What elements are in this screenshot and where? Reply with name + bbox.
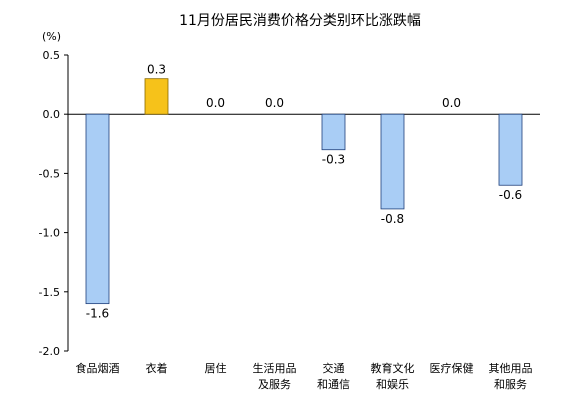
x-tick-label: 和服务 bbox=[494, 378, 527, 391]
data-label: 0.0 bbox=[442, 96, 461, 110]
data-label: 0.0 bbox=[265, 96, 284, 110]
bar bbox=[321, 113, 346, 151]
data-label: -0.3 bbox=[322, 153, 345, 167]
x-tick-label: 其他用品 bbox=[489, 362, 533, 375]
chart-title: 11月份居民消费价格分类别环比涨跌幅 bbox=[179, 13, 421, 29]
y-tick-label: 0.0 bbox=[43, 108, 61, 121]
x-tick-label: 和娱乐 bbox=[376, 377, 409, 391]
bar bbox=[85, 113, 110, 305]
data-label: 0.3 bbox=[147, 63, 166, 77]
bar bbox=[144, 78, 169, 115]
data-label: 0.0 bbox=[206, 96, 225, 110]
data-label: -1.6 bbox=[86, 307, 109, 321]
x-tick-label: 医疗保健 bbox=[430, 361, 474, 375]
y-tick-label: -1.5 bbox=[39, 286, 60, 299]
x-tick-label: 衣着 bbox=[146, 361, 168, 375]
x-tick-label: 生活用品 bbox=[253, 361, 297, 375]
x-tick-label: 及服务 bbox=[258, 378, 291, 391]
bar bbox=[380, 113, 405, 210]
y-tick-label: -2.0 bbox=[39, 345, 60, 358]
x-tick-label: 教育文化 bbox=[371, 361, 415, 375]
bar bbox=[498, 113, 523, 186]
y-axis-unit-label: (%) bbox=[42, 30, 61, 43]
x-tick-label: 居住 bbox=[205, 361, 227, 375]
plot-area: 0.5 0.0 -0.5 -1.0 -1.5 -2.0 -1.6 食品烟酒 0.3 衣着 0.0 居住… bbox=[39, 49, 540, 391]
y-tick-label: -1.0 bbox=[39, 227, 60, 240]
x-tick-label: 食品烟酒 bbox=[76, 361, 120, 375]
y-tick-label: 0.5 bbox=[43, 49, 61, 62]
data-label: -0.8 bbox=[381, 212, 404, 226]
x-tick-label: 和通信 bbox=[317, 378, 350, 391]
x-tick-label: 交通 bbox=[323, 361, 345, 375]
y-tick-label: -0.5 bbox=[39, 167, 60, 180]
data-label: -0.6 bbox=[499, 188, 522, 202]
